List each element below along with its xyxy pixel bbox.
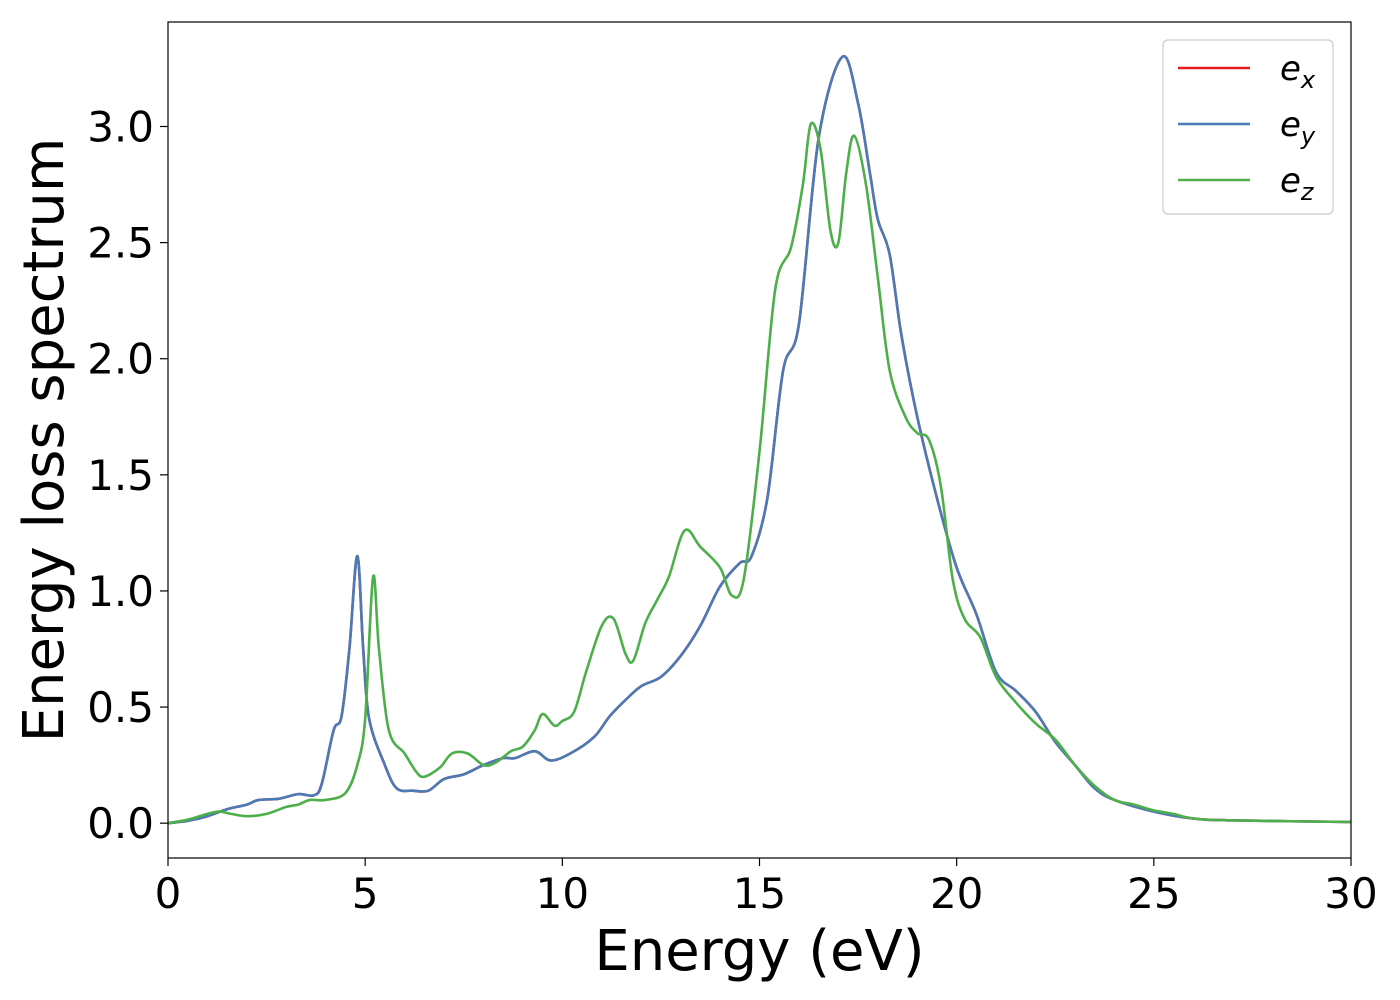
legend-label-z: ez bbox=[1280, 161, 1315, 206]
x-tick-label: 10 bbox=[536, 869, 589, 918]
y-tick-label: 0.5 bbox=[87, 683, 154, 732]
x-tick-label: 15 bbox=[733, 869, 786, 918]
y-tick-label: 2.0 bbox=[87, 335, 154, 384]
y-tick-label: 2.5 bbox=[87, 219, 154, 268]
y-tick-label: 3.0 bbox=[87, 103, 154, 152]
x-tick-label: 20 bbox=[930, 869, 983, 918]
x-tick-label: 25 bbox=[1127, 869, 1180, 918]
series-line-e-z bbox=[168, 121, 1351, 825]
series-layer bbox=[168, 55, 1351, 825]
series-line-e-y bbox=[168, 55, 1351, 825]
y-tick-label: 0.0 bbox=[87, 799, 154, 848]
x-tick-label: 5 bbox=[352, 869, 379, 918]
legend-box bbox=[1162, 39, 1334, 215]
x-tick-label: 0 bbox=[155, 869, 182, 918]
y-tick-label: 1.5 bbox=[87, 451, 154, 500]
y-axis: 0.0 0.5 1.0 1.5 2.0 2.5 3.0 bbox=[87, 103, 168, 848]
y-tick-label: 1.0 bbox=[87, 567, 154, 616]
x-axis: 0 5 10 15 20 25 30 bbox=[155, 858, 1378, 918]
x-tick-label: 30 bbox=[1324, 869, 1377, 918]
y-axis-label: Energy loss spectrum bbox=[12, 138, 77, 743]
x-axis-label: Energy (eV) bbox=[594, 919, 924, 984]
